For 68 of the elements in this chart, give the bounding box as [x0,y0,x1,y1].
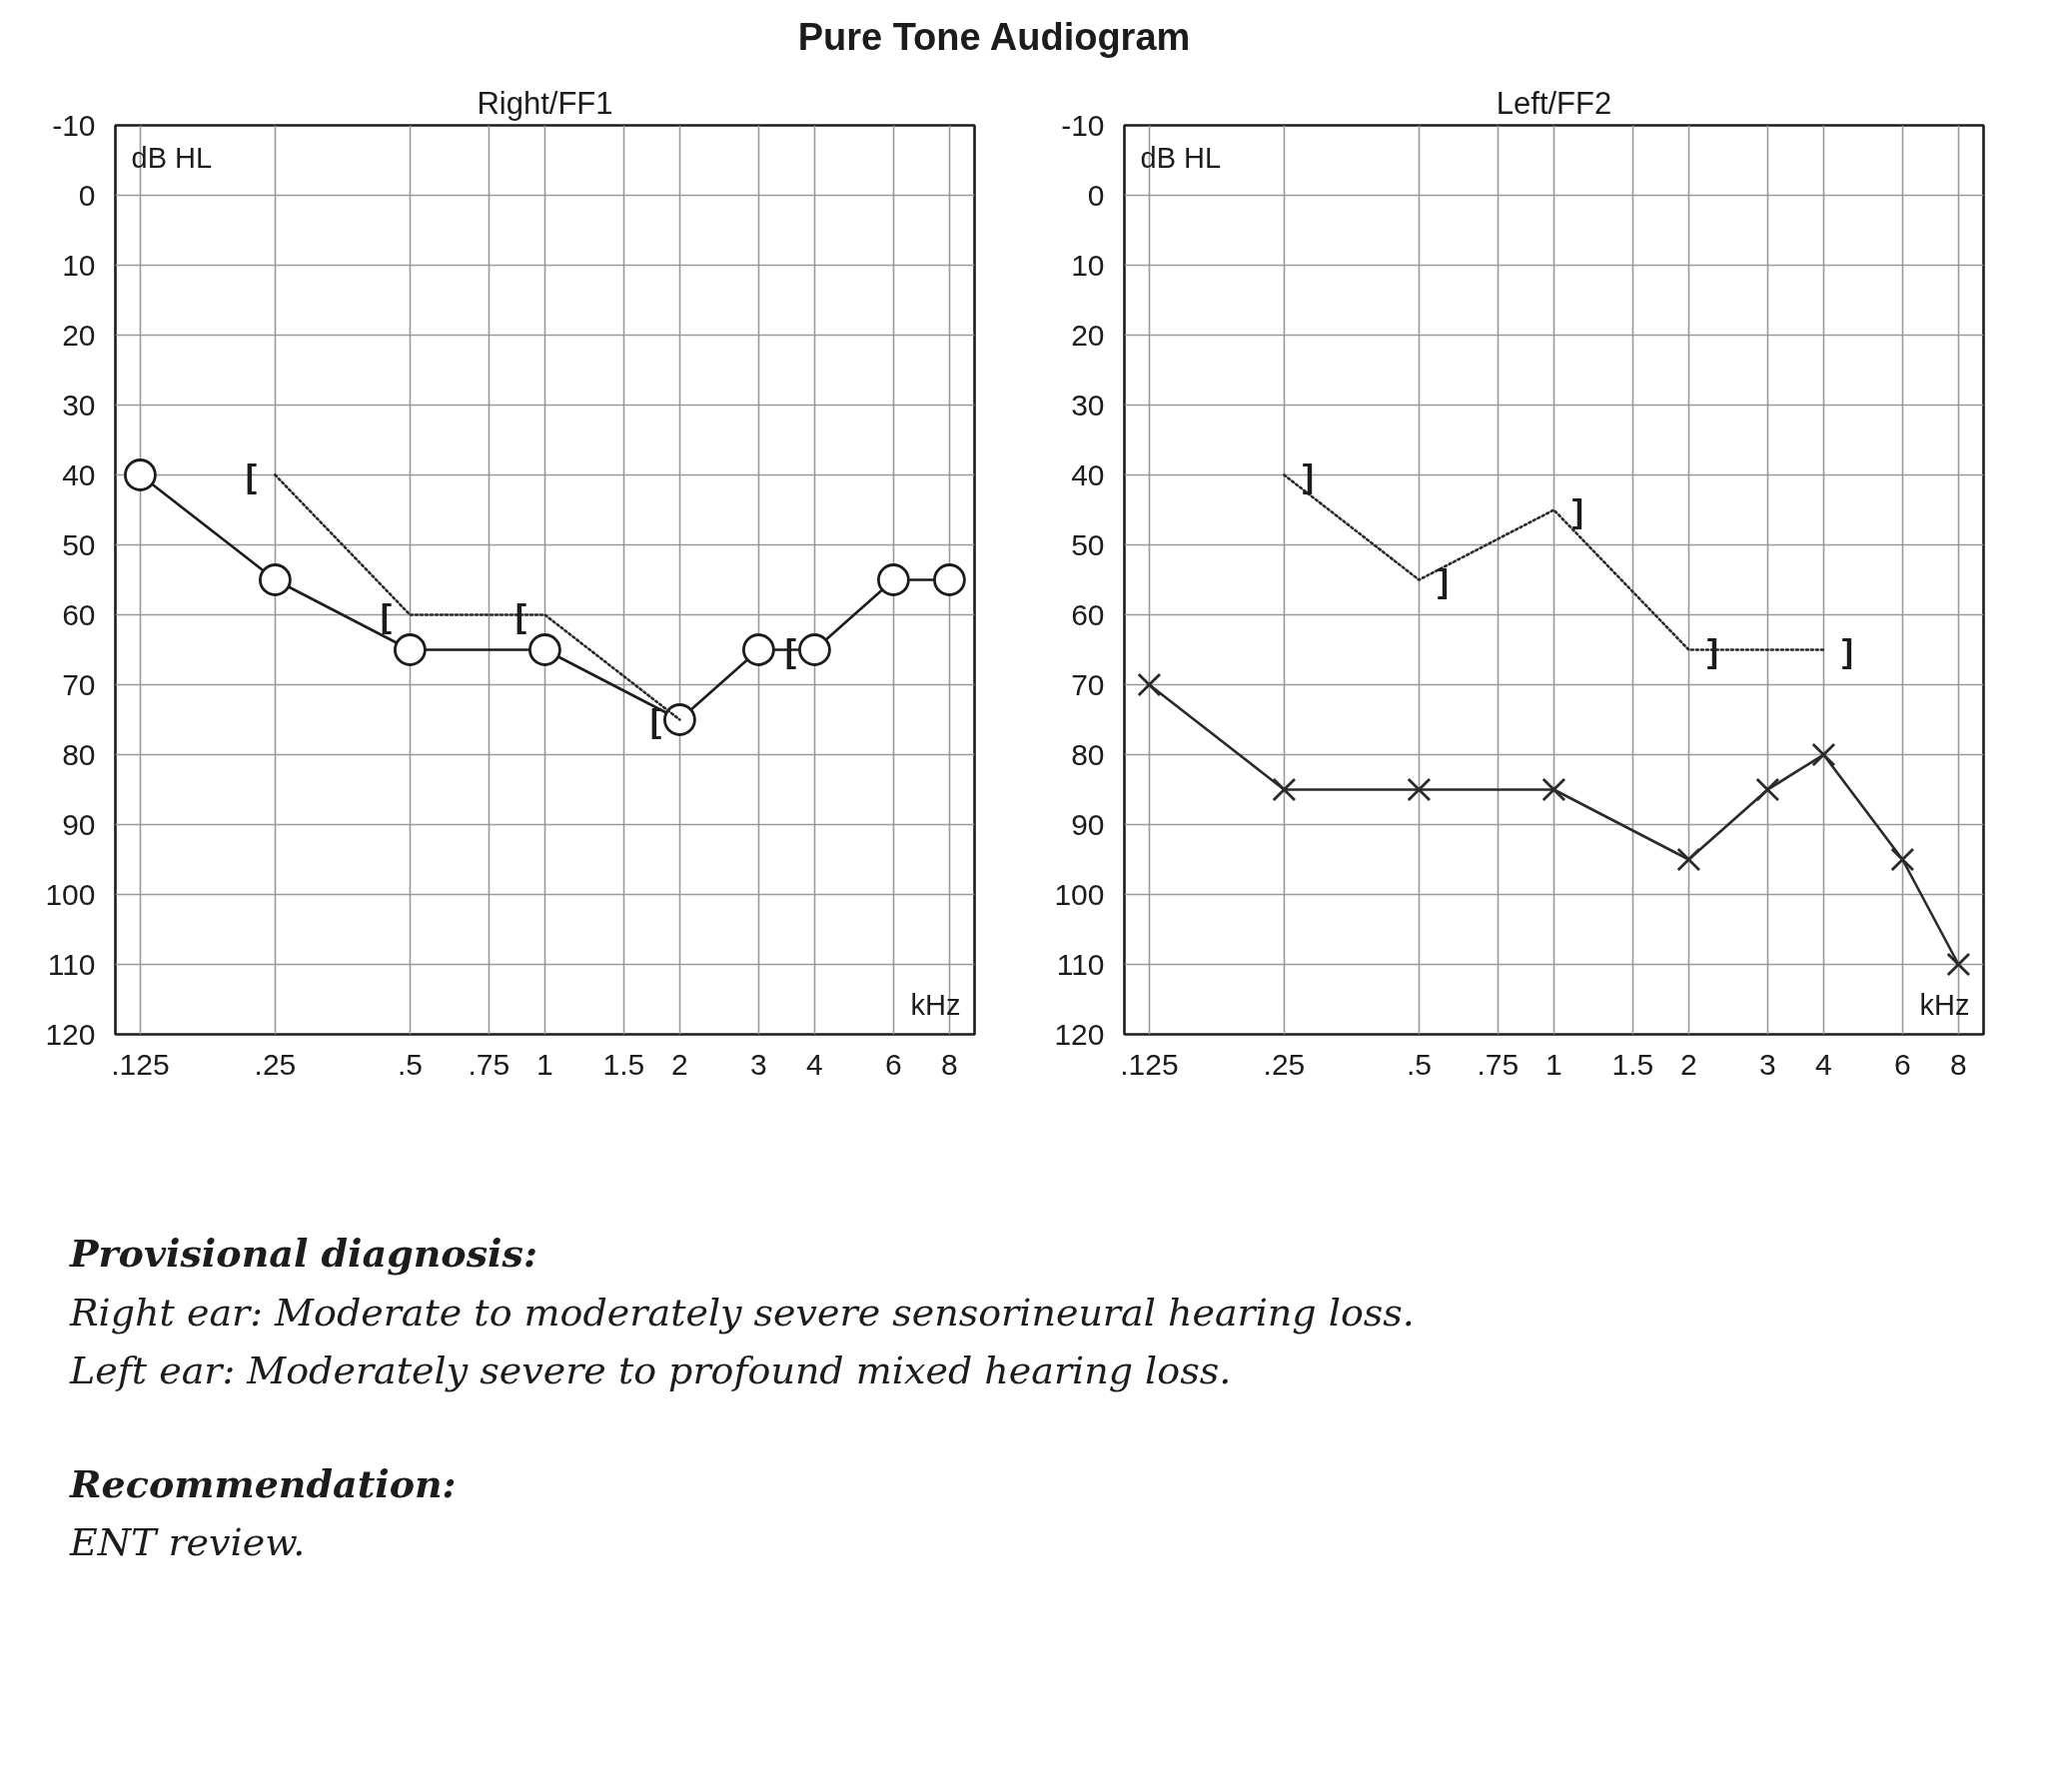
y-tick-label: 10 [1071,248,1105,282]
chart-title: Right/FF1 [477,85,613,121]
text: Provisional diagnosis: [70,1230,537,1279]
x-tick-label: .25 [1263,1047,1306,1081]
y-tick-label: 80 [1071,737,1105,771]
x-tick-label: 6 [1894,1047,1911,1081]
y-tick-label: 60 [62,597,96,631]
y-tick-label: 10 [62,248,96,282]
y-tick-label: -10 [1061,108,1105,142]
y-tick-label: 20 [1071,318,1105,352]
y-tick-label: 30 [62,388,96,422]
annotation: ] [1571,490,1584,529]
annotation: [ [380,595,393,634]
x-tick-label: .75 [1477,1047,1520,1081]
text: Pure Tone Audiogram [797,15,1191,60]
annotation: ] [1841,630,1854,669]
x-tick-label: 3 [1759,1047,1776,1081]
y-tick-label: 0 [78,178,96,212]
text: Right ear: Moderate to moderately severe sensorineural hearing loss. [70,1289,1415,1337]
text: Left ear: Moderately severe to profound mixed hearing loss. [70,1346,1232,1394]
x-tick-label: 4 [1815,1047,1832,1081]
x-tick-label: .75 [468,1047,511,1081]
y-tick-label: 50 [1071,527,1105,561]
y-tick-label: 120 [1054,1017,1105,1051]
x-tick-label: .5 [1406,1047,1432,1081]
annotation: ] [1302,455,1315,494]
x-tick-label: .25 [254,1047,297,1081]
y-tick-label: 70 [1071,667,1105,701]
y-tick-label: 110 [47,947,96,981]
x-axis-title: kHz [1919,988,1970,1021]
x-tick-label: 8 [1950,1047,1967,1081]
x-tick-label: 1 [1545,1047,1562,1081]
y-tick-label: 0 [1087,178,1105,212]
y-tick-label: 120 [45,1017,96,1051]
x-tick-label: 1.5 [1611,1047,1654,1081]
x-axis-title: kHz [910,988,961,1021]
x-tick-label: 3 [750,1047,767,1081]
y-tick-label: 30 [1071,388,1105,422]
x-tick-label: .125 [111,1047,170,1081]
y-tick-label: 60 [1071,597,1105,631]
y-tick-label: 20 [62,318,96,352]
y-axis-title: dB HL [131,141,213,174]
chart-title: Left/FF2 [1496,85,1612,121]
x-tick-label: 2 [1680,1047,1697,1081]
x-tick-label: 2 [671,1047,688,1081]
y-tick-label: 40 [1071,457,1105,491]
x-tick-label: 1.5 [602,1047,645,1081]
x-tick-label: 8 [941,1047,958,1081]
annotation: ] [1437,560,1450,599]
y-tick-label: 70 [62,667,96,701]
text: ENT review. [70,1519,306,1567]
x-tick-label: .125 [1120,1047,1179,1081]
x-tick-label: 1 [536,1047,553,1081]
y-tick-label: 90 [1071,807,1105,841]
y-tick-label: 50 [62,527,96,561]
y-tick-label: 40 [62,457,96,491]
y-tick-label: 110 [1056,947,1105,981]
y-axis-title: dB HL [1140,141,1222,174]
y-tick-label: 100 [1054,877,1105,911]
y-tick-label: -10 [52,108,96,142]
x-tick-label: .5 [397,1047,423,1081]
text: Recommendation: [70,1460,457,1509]
y-tick-label: 80 [62,737,96,771]
y-tick-label: 90 [62,807,96,841]
x-tick-label: 6 [885,1047,902,1081]
annotation: [ [245,455,258,494]
y-tick-label: 100 [45,877,96,911]
x-tick-label: 4 [806,1047,823,1081]
